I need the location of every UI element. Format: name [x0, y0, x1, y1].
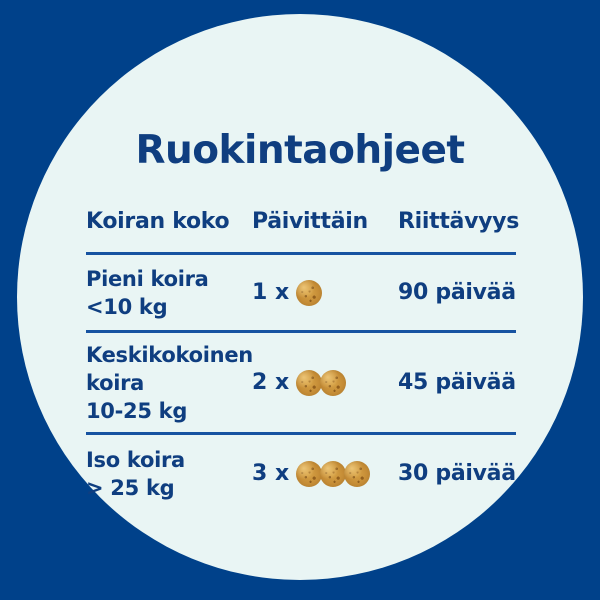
dog-size-cell: Keskikokoinen koira 10-25 kg: [86, 341, 253, 425]
dog-size-line: Pieni koira: [86, 266, 209, 291]
treat-icon: [344, 460, 371, 487]
column-header-duration: Riittävyys: [398, 209, 520, 234]
daily-count-label: 2 x: [252, 370, 290, 395]
treat-icon: [296, 460, 323, 487]
dog-size-cell: Pieni koira <10 kg: [86, 265, 252, 321]
dog-size-line: koira: [86, 370, 145, 395]
daily-count-label: 3 x: [252, 461, 290, 486]
treat-icons: [296, 279, 323, 306]
dog-weight-line: 10-25 kg: [86, 398, 188, 423]
dog-size-line: Keskikokoinen: [86, 342, 253, 367]
duration-cell: 30 päivää: [398, 461, 516, 486]
treat-icon: [320, 369, 347, 396]
duration-cell: 90 päivää: [398, 280, 516, 305]
column-header-daily: Päivittäin: [252, 209, 368, 234]
dog-weight-line: > 25 kg: [86, 475, 175, 500]
table-row-small-dog: Pieni koira <10 kg 1 x 90 päivää: [86, 252, 516, 330]
treat-icons: [296, 369, 347, 396]
treat-icon: [296, 369, 323, 396]
dog-size-line: Iso koira: [86, 447, 185, 472]
treat-icons: [296, 460, 371, 487]
dog-size-cell: Iso koira > 25 kg: [86, 446, 252, 502]
table-row-large-dog: Iso koira > 25 kg 3 x 30 päivää: [86, 432, 516, 512]
page-title: Ruokintaohjeet: [135, 128, 465, 173]
duration-cell: 45 päivää: [398, 370, 516, 395]
treat-icon: [320, 460, 347, 487]
column-header-dog-size: Koiran koko: [86, 209, 230, 234]
treat-icon: [296, 279, 323, 306]
daily-amount-cell: 2 x: [252, 369, 398, 396]
dog-weight-line: <10 kg: [86, 294, 168, 319]
daily-count-label: 1 x: [252, 280, 290, 305]
table-header-row: Koiran koko Päivittäin Riittävyys: [86, 206, 520, 252]
daily-amount-cell: 3 x: [252, 460, 398, 487]
feeding-table: Koiran koko Päivittäin Riittävyys Pieni …: [86, 206, 520, 512]
table-row-medium-dog: Keskikokoinen koira 10-25 kg 2 x 45 päiv…: [86, 330, 516, 432]
daily-amount-cell: 1 x: [252, 279, 398, 306]
